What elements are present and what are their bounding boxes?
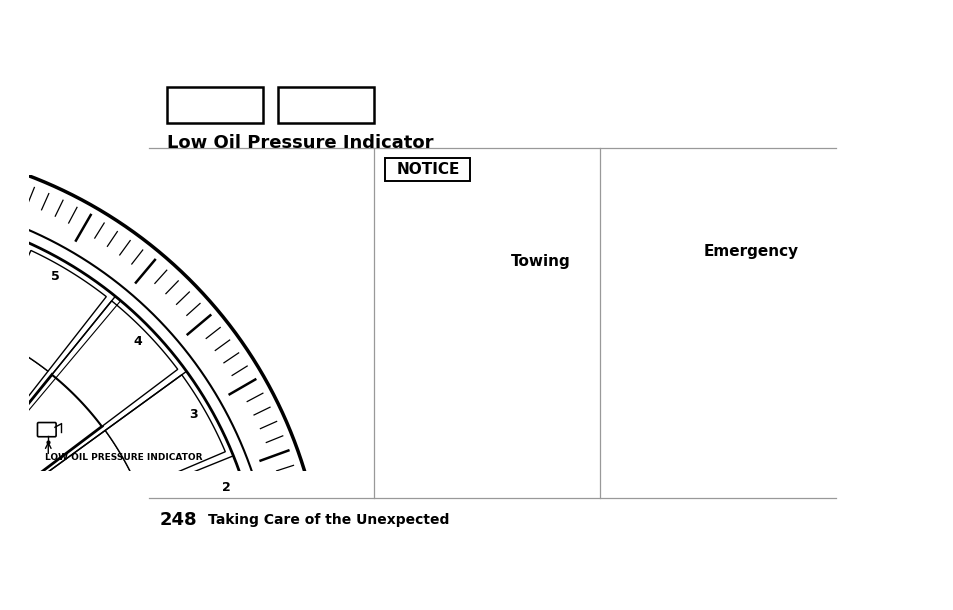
Polygon shape	[0, 218, 18, 414]
Text: Towing: Towing	[511, 254, 570, 268]
Text: Emergency: Emergency	[702, 244, 798, 259]
Text: LOW OIL PRESSURE INDICATOR: LOW OIL PRESSURE INDICATOR	[45, 453, 202, 462]
Bar	[278, 87, 374, 123]
Bar	[385, 158, 470, 181]
Text: 5: 5	[51, 270, 59, 283]
Polygon shape	[52, 301, 177, 426]
Bar	[167, 87, 263, 123]
Text: Low Oil Pressure Indicator: Low Oil Pressure Indicator	[167, 134, 434, 152]
Polygon shape	[0, 336, 48, 441]
FancyBboxPatch shape	[37, 423, 56, 437]
Polygon shape	[0, 251, 106, 371]
Polygon shape	[105, 375, 225, 489]
Text: Taking Care of the Unexpected: Taking Care of the Unexpected	[208, 514, 449, 528]
Text: 4: 4	[133, 335, 143, 348]
Polygon shape	[0, 375, 102, 479]
Text: 3: 3	[190, 409, 198, 422]
Polygon shape	[33, 431, 138, 523]
Text: 248: 248	[160, 511, 197, 529]
Text: NOTICE: NOTICE	[395, 162, 459, 177]
Text: 2: 2	[221, 481, 230, 493]
